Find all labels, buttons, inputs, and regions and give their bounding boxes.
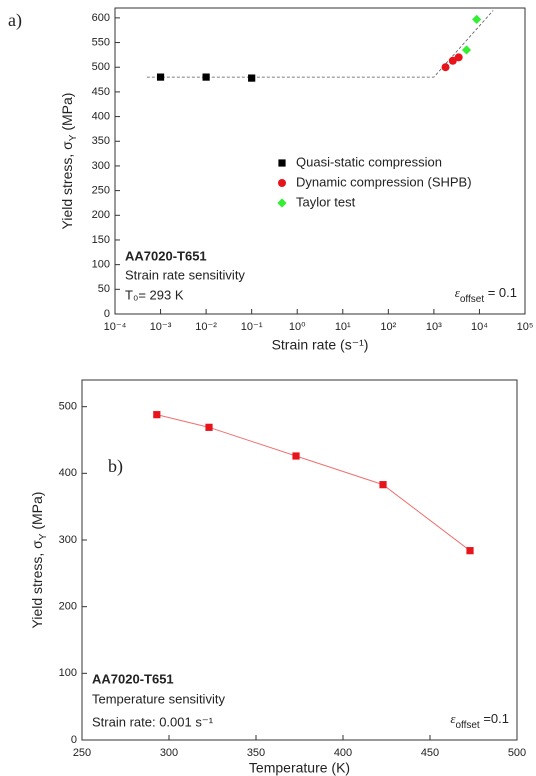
- data-point: [379, 481, 387, 489]
- legend-label: Dynamic compression (SHPB): [296, 174, 472, 189]
- y-tick-label: 550: [92, 36, 110, 48]
- plot-frame: [114, 7, 526, 315]
- legend-label: Quasi-static compression: [296, 154, 442, 169]
- x-axis-label: Strain rate (s⁻¹): [272, 337, 369, 353]
- legend-marker: [277, 198, 287, 208]
- y-axis-label: Yield stress, σY (MPa): [29, 492, 49, 629]
- x-tick-label: 10⁰: [289, 321, 306, 333]
- y-axis-label: Yield stress, σY (MPa): [59, 93, 79, 230]
- data-point: [441, 63, 450, 72]
- data-point: [153, 411, 161, 419]
- x-tick-label: 250: [73, 747, 91, 759]
- strain-sub: offset: [460, 294, 484, 305]
- data-point: [248, 74, 256, 82]
- strain-note: εoffset = 0.1: [455, 285, 517, 305]
- annotation: AA7020-T651: [92, 671, 174, 686]
- y-tick-label: 250: [92, 185, 110, 197]
- plot-frame: [81, 379, 518, 741]
- x-tick-label: 10⁻¹: [241, 321, 263, 333]
- panel-label: b): [108, 456, 123, 477]
- x-tick-label: 10⁻²: [195, 321, 217, 333]
- y-tick-label: 350: [92, 135, 110, 147]
- y-tick-label: 0: [71, 734, 77, 746]
- y-label-unit: (MPa): [29, 492, 45, 534]
- series-line: [156, 414, 471, 552]
- y-tick-label: 100: [59, 667, 77, 679]
- data-point: [292, 452, 300, 460]
- legend-label: Taylor test: [296, 194, 356, 209]
- data-point: [472, 14, 482, 24]
- y-tick-label: 150: [92, 234, 110, 246]
- y-tick-label: 300: [59, 534, 77, 546]
- strain-sub: offset: [455, 720, 479, 731]
- x-tick-label: 500: [508, 747, 526, 759]
- y-label-sub: Y: [68, 134, 79, 141]
- panel-label: a): [8, 10, 22, 31]
- y-label-main: Yield stress, σ: [29, 540, 45, 629]
- legend-marker: [278, 179, 286, 187]
- legend-marker: [278, 159, 286, 167]
- y-tick-label: 50: [98, 283, 110, 295]
- y-tick-label: 600: [92, 12, 110, 24]
- strain-rest: = 0.1: [484, 285, 517, 300]
- strain-symbol: ε: [450, 711, 456, 726]
- data-point: [156, 73, 165, 81]
- y-tick-label: 500: [92, 61, 110, 73]
- y-tick-label: 200: [59, 601, 77, 613]
- y-label-sub: Y: [38, 533, 49, 540]
- x-tick-label: 10¹: [335, 321, 351, 333]
- y-tick-label: 450: [92, 86, 110, 98]
- x-tick-label: 10⁻³: [150, 321, 172, 333]
- data-point: [454, 53, 463, 62]
- y-tick-label: 100: [92, 259, 110, 271]
- data-point: [448, 56, 457, 65]
- strain-symbol: ε: [455, 285, 461, 300]
- data-point: [202, 73, 210, 81]
- y-tick-label: 300: [92, 160, 110, 172]
- fit-line: [146, 10, 494, 78]
- x-tick-label: 10³: [426, 321, 442, 333]
- annotation: Strain rate sensitivity: [125, 267, 245, 282]
- x-tick-label: 450: [421, 747, 439, 759]
- y-label-main: Yield stress, σ: [59, 141, 75, 230]
- strain-note: εoffset =0.1: [450, 711, 509, 731]
- y-tick-label: 400: [92, 110, 110, 122]
- y-tick-label: 500: [59, 401, 77, 413]
- y-tick-label: 200: [92, 209, 110, 221]
- annotation: AA7020-T651: [125, 248, 207, 263]
- annotation: Temperature sensitivity: [92, 691, 225, 706]
- y-tick-label: 400: [59, 467, 77, 479]
- data-point: [461, 45, 472, 55]
- y-label-unit: (MPa): [59, 93, 75, 135]
- data-point: [466, 547, 474, 555]
- annotation: Strain rate: 0.001 s⁻¹: [92, 714, 214, 729]
- x-axis-label: Temperature (K): [249, 760, 350, 776]
- x-tick-label: 10²: [380, 321, 396, 333]
- y-tick-label: 0: [104, 308, 110, 320]
- x-tick-label: 10⁵: [517, 321, 534, 333]
- x-tick-label: 10⁻⁴: [104, 321, 127, 333]
- data-point: [205, 423, 213, 431]
- x-tick-label: 10⁴: [471, 321, 488, 333]
- strain-rest: =0.1: [480, 711, 509, 726]
- annotation: T₀= 293 K: [125, 287, 184, 302]
- x-tick-label: 400: [334, 747, 352, 759]
- x-tick-label: 300: [160, 747, 178, 759]
- x-tick-label: 350: [247, 747, 265, 759]
